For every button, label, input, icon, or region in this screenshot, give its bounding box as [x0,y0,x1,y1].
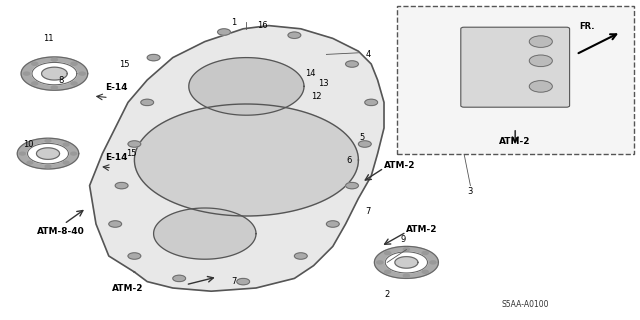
Text: 2: 2 [385,290,390,299]
Circle shape [63,143,69,146]
Circle shape [529,55,552,67]
Circle shape [27,143,33,146]
Text: ATM-2: ATM-2 [499,137,531,146]
Circle shape [128,141,141,147]
Circle shape [31,82,38,85]
Polygon shape [28,143,68,164]
Circle shape [71,82,77,85]
Polygon shape [374,246,438,278]
Circle shape [141,99,154,106]
Circle shape [346,182,358,189]
Text: ATM-2: ATM-2 [384,161,415,170]
Polygon shape [90,26,384,291]
Circle shape [529,36,552,47]
Polygon shape [17,138,79,169]
Text: FR.: FR. [579,22,595,31]
FancyBboxPatch shape [461,27,570,107]
Text: ATM-8-40: ATM-8-40 [37,227,85,236]
Circle shape [63,161,69,164]
Circle shape [377,261,383,264]
Circle shape [346,61,358,67]
Circle shape [326,221,339,227]
Text: E-14: E-14 [106,83,128,92]
Circle shape [218,29,230,35]
Circle shape [358,141,371,147]
Circle shape [31,62,38,65]
Circle shape [45,140,51,142]
Text: 11: 11 [43,34,53,43]
Text: 13: 13 [318,79,328,88]
Circle shape [529,81,552,92]
Circle shape [288,32,301,38]
Circle shape [24,72,29,75]
Text: 1: 1 [231,18,236,27]
Circle shape [27,161,33,164]
Text: 12: 12 [312,92,322,100]
Text: 15: 15 [120,60,130,68]
Polygon shape [395,257,418,268]
Bar [397,6,634,154]
Circle shape [71,62,77,65]
Circle shape [430,261,436,264]
Polygon shape [154,208,256,259]
Polygon shape [385,252,428,273]
Circle shape [147,54,160,61]
Text: S5AA-A0100: S5AA-A0100 [501,300,548,309]
Polygon shape [36,148,60,159]
Circle shape [385,270,390,273]
Circle shape [79,72,85,75]
Text: ATM-2: ATM-2 [406,225,438,234]
Circle shape [71,152,76,155]
Circle shape [20,152,25,155]
Circle shape [422,252,428,254]
Text: 16: 16 [257,21,268,30]
Text: 14: 14 [305,69,316,78]
Circle shape [365,99,378,106]
Text: 7: 7 [365,207,371,216]
Text: 4: 4 [365,50,371,59]
Text: 10: 10 [24,140,34,148]
Circle shape [115,182,128,189]
Circle shape [51,58,58,61]
Text: 3: 3 [468,188,473,196]
Text: ATM-2: ATM-2 [112,284,143,293]
Polygon shape [32,62,77,85]
Circle shape [51,86,58,89]
Circle shape [403,248,410,251]
Circle shape [45,165,51,168]
Circle shape [128,253,141,259]
Polygon shape [189,58,304,115]
Circle shape [173,275,186,282]
Polygon shape [21,57,88,90]
Text: 5: 5 [359,133,364,142]
Circle shape [385,252,390,254]
Circle shape [294,253,307,259]
Polygon shape [134,104,358,216]
Text: 9: 9 [401,236,406,244]
Text: 7: 7 [231,277,236,286]
Text: E-14: E-14 [106,153,128,162]
Circle shape [109,221,122,227]
Polygon shape [42,67,67,80]
Text: 8: 8 [58,76,63,84]
Text: 6: 6 [346,156,351,164]
Circle shape [237,278,250,285]
Text: 15: 15 [126,149,136,158]
Circle shape [403,274,410,277]
Circle shape [422,270,428,273]
